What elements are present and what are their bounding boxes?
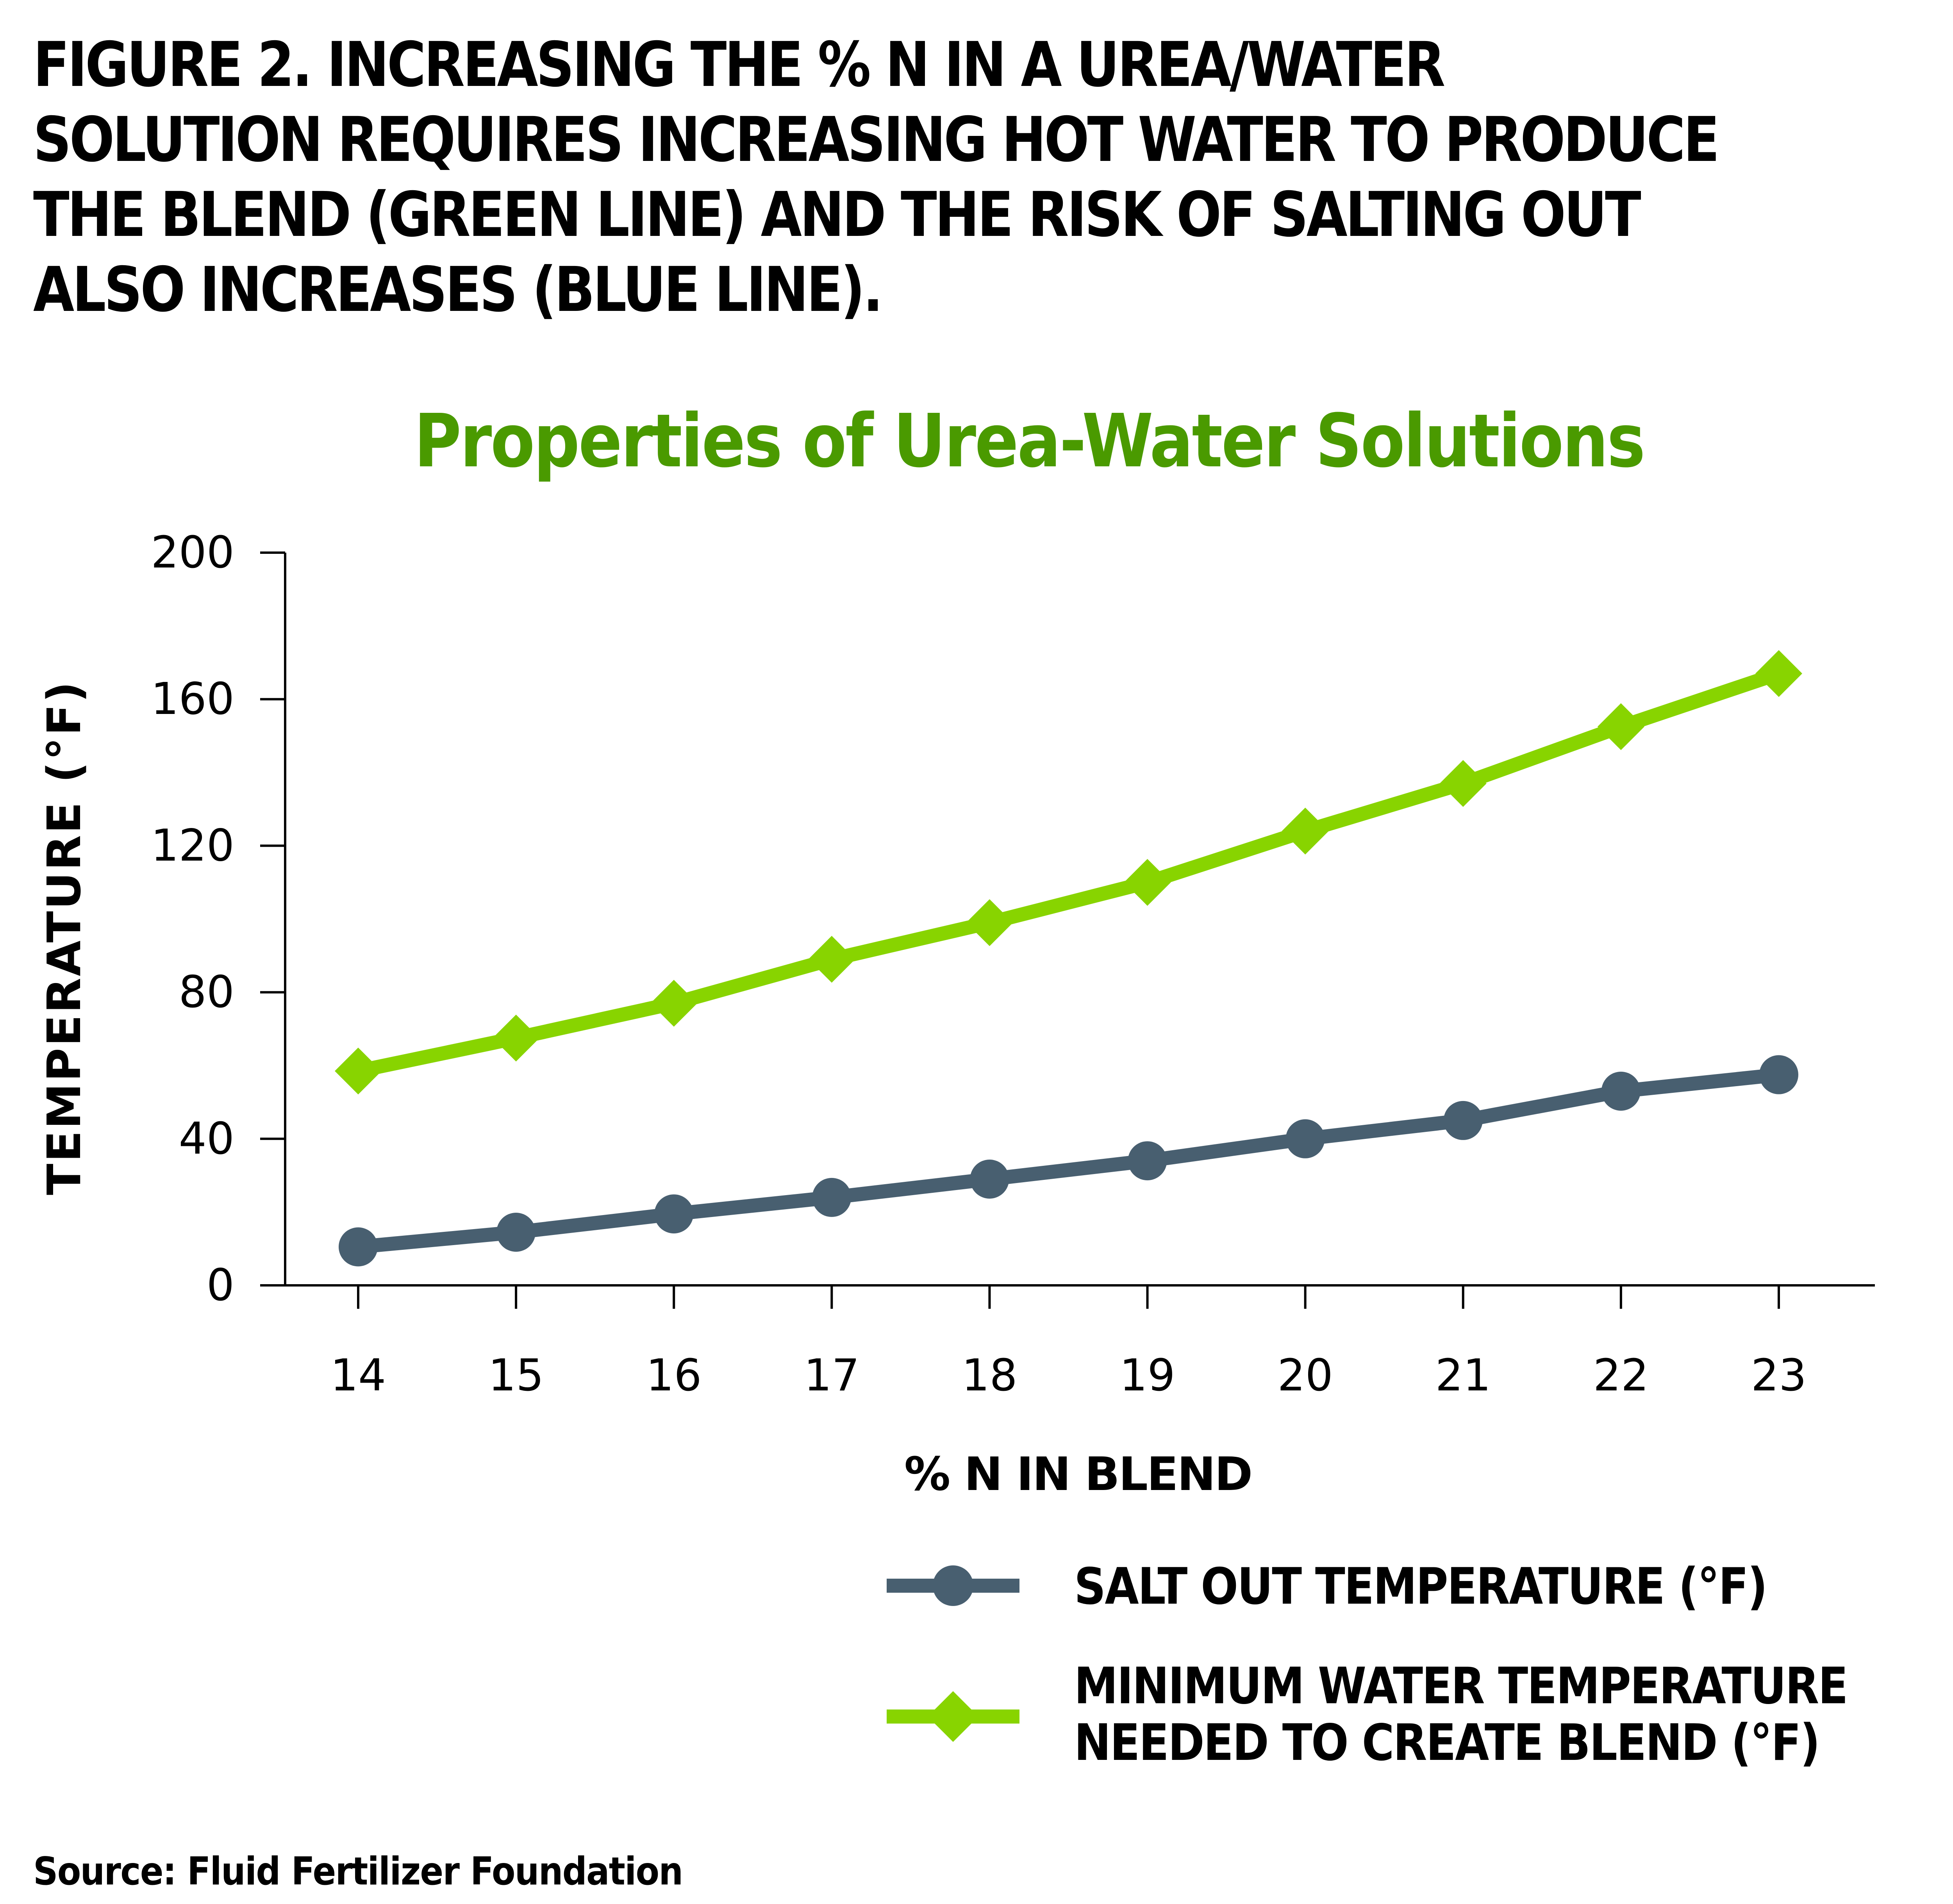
y-tick-label: 80 xyxy=(179,967,234,1018)
y-tick-label: 200 xyxy=(151,527,234,578)
legend-label: SALT OUT TEMPERATURE (°F) xyxy=(1074,1558,1767,1615)
circle-marker-icon xyxy=(1443,1101,1483,1140)
diamond-marker-icon xyxy=(1282,807,1329,855)
series-line xyxy=(357,667,1781,1078)
circle-marker-icon xyxy=(970,1159,1009,1199)
diamond-marker-icon xyxy=(808,936,855,983)
y-tick-label: 0 xyxy=(207,1260,234,1311)
axes: 0 40 80 120 160 200 14 15 16 17 18 19 20 21 22 23 xyxy=(151,527,1875,1401)
circle-marker-icon xyxy=(1759,1055,1798,1094)
diamond-marker-icon xyxy=(1124,859,1171,906)
circle-marker-icon xyxy=(812,1178,852,1217)
diamond-marker-icon xyxy=(1597,703,1644,750)
x-axis-label: % N IN BLEND xyxy=(904,1447,1253,1501)
circle-marker-icon xyxy=(339,1227,378,1267)
circle-marker-icon xyxy=(1285,1119,1325,1158)
x-tick-label: 19 xyxy=(1119,1350,1175,1401)
x-tick-label: 14 xyxy=(330,1350,386,1401)
x-tick-label: 17 xyxy=(804,1350,860,1401)
circle-marker-line-icon xyxy=(887,1565,1019,1606)
legend-label: MINIMUM WATER TEMPERATURE NEEDED TO CREA… xyxy=(1074,1657,1848,1772)
series-min-water-temp xyxy=(335,650,1802,1095)
figure-caption: FIGURE 2. INCREASING THE % N IN A UREA/W… xyxy=(33,27,1720,327)
chart-title: Properties of Urea-Water Solutions xyxy=(414,398,1646,484)
circle-marker-icon xyxy=(654,1194,694,1234)
caption-line: FIGURE 2. INCREASING THE % N IN A UREA/W… xyxy=(33,29,1445,101)
legend-label-line: NEEDED TO CREATE BLEND (°F) xyxy=(1074,1714,1820,1772)
caption-line: THE BLEND (GREEN LINE) AND THE RISK OF S… xyxy=(33,179,1641,251)
line-chart-plot-area: 0 40 80 120 160 200 14 15 16 17 18 19 20 21 22 23 xyxy=(151,527,1875,1401)
circle-marker-icon xyxy=(1128,1141,1167,1181)
diamond-marker-icon xyxy=(1439,760,1487,807)
diamond-marker-line-icon xyxy=(887,1691,1019,1742)
x-tick-label: 23 xyxy=(1751,1350,1807,1401)
diamond-marker-icon xyxy=(1755,650,1802,697)
y-tick-label: 120 xyxy=(151,820,234,871)
x-tick-label: 18 xyxy=(962,1350,1018,1401)
diamond-marker-icon xyxy=(335,1047,382,1095)
x-tick-label: 16 xyxy=(646,1350,702,1401)
legend-label-line: MINIMUM WATER TEMPERATURE xyxy=(1074,1657,1848,1715)
source-note: Source: Fluid Fertilizer Foundation xyxy=(33,1849,683,1894)
y-axis-label: TEMPERATURE (°F) xyxy=(37,680,91,1195)
circle-marker-icon xyxy=(1601,1071,1641,1111)
x-tick-label: 22 xyxy=(1593,1350,1649,1401)
series-line xyxy=(357,1067,1780,1254)
legend-label-line: SALT OUT TEMPERATURE (°F) xyxy=(1074,1558,1767,1616)
x-tick-label: 20 xyxy=(1277,1350,1333,1401)
caption-line: SOLUTION REQUIRES INCREASING HOT WATER T… xyxy=(33,104,1720,176)
diamond-marker-icon xyxy=(966,899,1013,946)
circle-marker-icon xyxy=(496,1212,536,1252)
x-tick-label: 21 xyxy=(1435,1350,1491,1401)
y-tick-label: 160 xyxy=(151,674,234,724)
x-tick-label: 15 xyxy=(488,1350,544,1401)
diamond-marker-icon xyxy=(650,980,698,1027)
diamond-marker-icon xyxy=(493,1014,540,1062)
caption-line: ALSO INCREASES (BLUE LINE). xyxy=(33,254,883,326)
series-layer xyxy=(335,650,1802,1267)
series-salt-out xyxy=(339,1055,1798,1267)
y-tick-label: 40 xyxy=(179,1113,234,1164)
